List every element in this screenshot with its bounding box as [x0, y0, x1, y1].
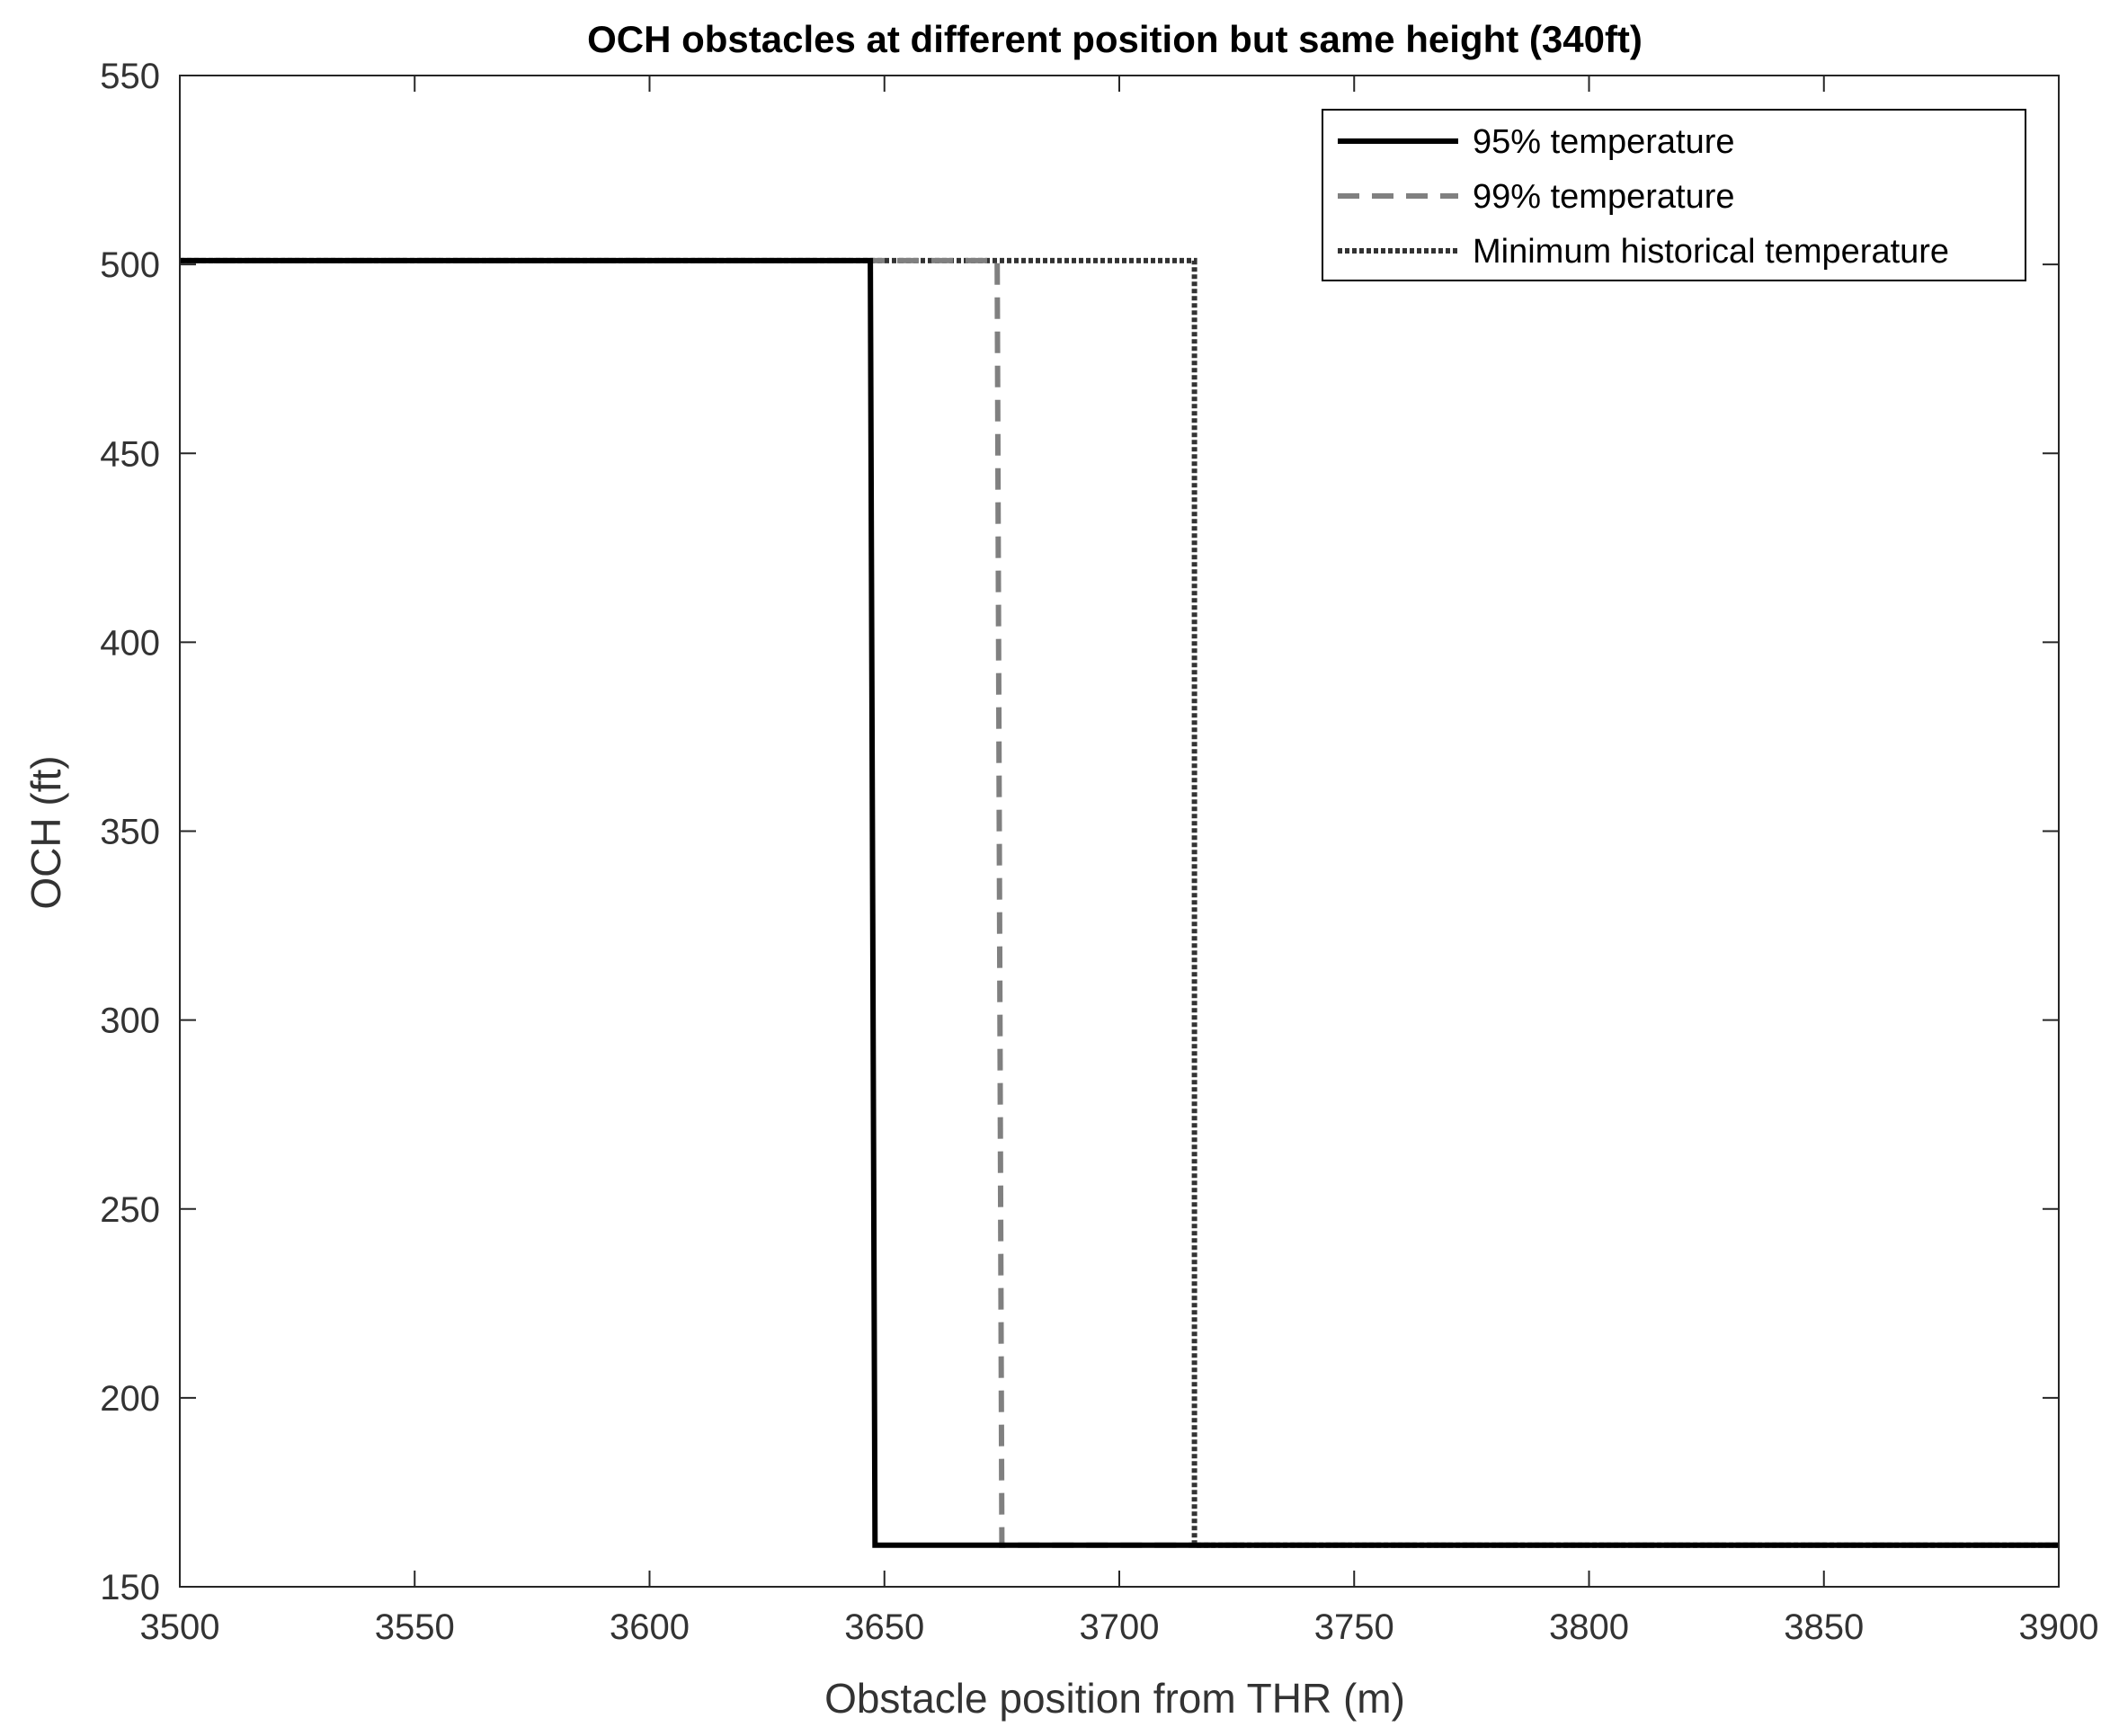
x-tick-label: 3850	[1784, 1607, 1864, 1647]
y-axis-ticks: 150 200 250 300 350 400 450 500 550	[100, 57, 2059, 1607]
legend-label-2: 99% temperature	[1473, 178, 1735, 216]
y-tick-label: 350	[100, 813, 160, 852]
y-tick-label: 450	[100, 434, 160, 474]
y-axis-label: OCH (ft)	[22, 755, 69, 909]
y-tick-label: 150	[100, 1568, 160, 1607]
x-tick-label: 3800	[1549, 1607, 1629, 1647]
chart-title: OCH obstacles at different position but …	[587, 18, 1643, 60]
y-tick-label: 250	[100, 1190, 160, 1230]
x-tick-label: 3550	[375, 1607, 455, 1647]
legend: 95% temperature 99% temperature Minimum hi…	[1322, 109, 2026, 281]
x-axis-label: Obstacle position from THR (m)	[824, 1675, 1405, 1722]
x-tick-label: 3500	[140, 1607, 220, 1647]
x-tick-label: 3750	[1314, 1607, 1394, 1647]
x-axis-ticks: 3500 3550 3600 3650 3700 3750 3800 3850 3900	[140, 76, 2099, 1647]
series-layer	[180, 257, 2059, 1548]
x-tick-label: 3900	[2019, 1607, 2099, 1647]
y-tick-label: 500	[100, 245, 160, 285]
x-tick-label: 3600	[610, 1607, 690, 1647]
x-tick-label: 3700	[1080, 1607, 1160, 1647]
y-tick-label: 400	[100, 623, 160, 663]
legend-label-1: 95% temperature	[1473, 123, 1735, 161]
y-tick-label: 550	[100, 57, 160, 96]
x-tick-label: 3650	[844, 1607, 924, 1647]
y-tick-label: 200	[100, 1379, 160, 1419]
y-tick-label: 300	[100, 1002, 160, 1041]
legend-label-3: Minimum historical temperature	[1473, 233, 1949, 271]
series-line-1	[180, 257, 2059, 1548]
